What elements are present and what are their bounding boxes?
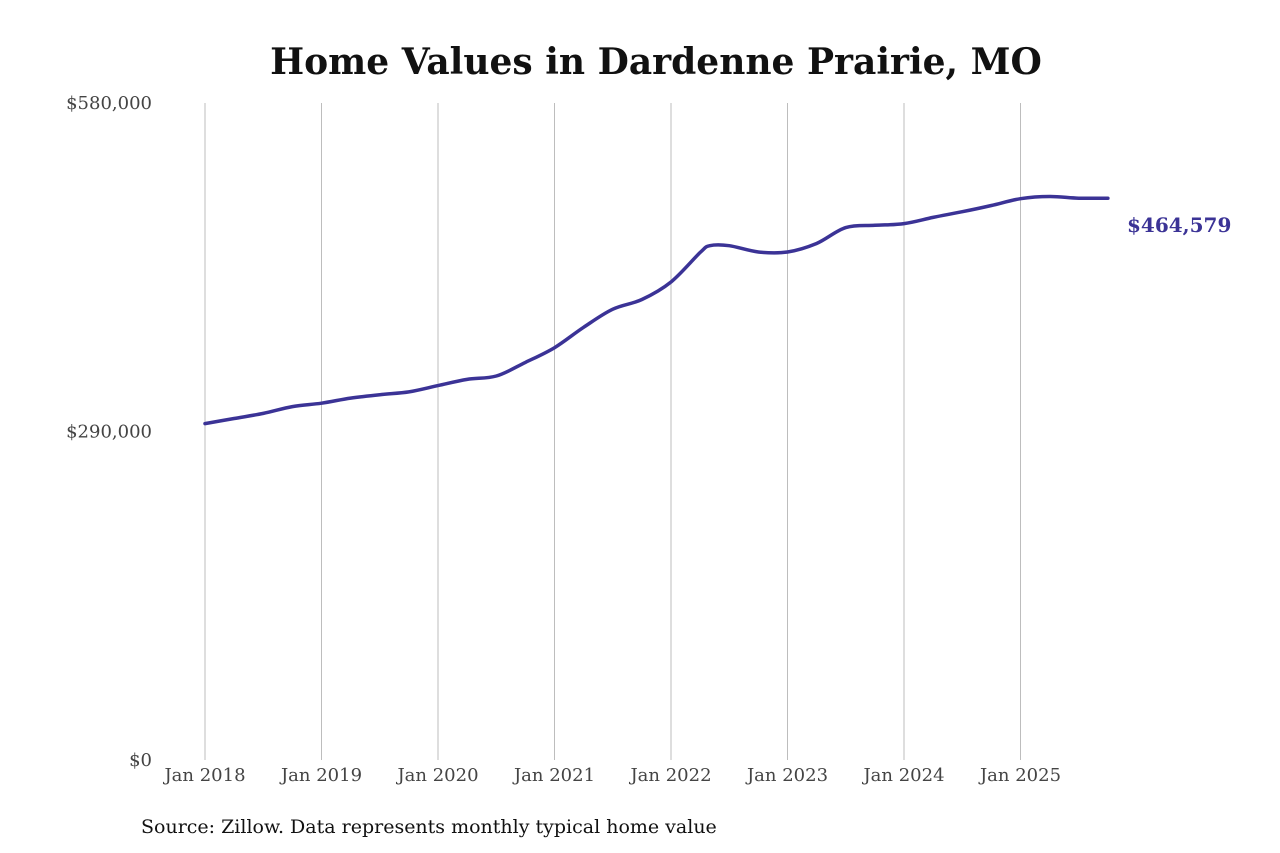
source-note: Source: Zillow. Data represents monthly … xyxy=(141,816,717,838)
chart-title: Home Values in Dardenne Prairie, MO xyxy=(270,41,1042,83)
x-tick-label: Jan 2019 xyxy=(279,765,362,786)
y-axis: $0 $290,000 $580,000 xyxy=(66,93,152,771)
x-tick-label: Jan 2025 xyxy=(978,765,1061,786)
series-layer xyxy=(203,194,1110,426)
x-tick-label: Jan 2024 xyxy=(861,765,944,786)
x-tick-label: Jan 2018 xyxy=(162,765,245,786)
x-tick-label: Jan 2023 xyxy=(745,765,828,786)
last-value-label: $464,579 xyxy=(1127,213,1231,237)
x-tick-label: Jan 2022 xyxy=(628,765,711,786)
x-axis: Jan 2018 Jan 2019 Jan 2020 Jan 2021 Jan 2022… xyxy=(162,765,1061,786)
x-tick-label: Jan 2021 xyxy=(512,765,595,786)
gridlines xyxy=(204,103,1021,760)
series-line xyxy=(203,194,1110,426)
y-tick-label: $290,000 xyxy=(66,422,152,443)
y-tick-label: $0 xyxy=(129,750,152,771)
x-tick-label: Jan 2020 xyxy=(395,765,478,786)
y-tick-label: $580,000 xyxy=(66,93,152,114)
